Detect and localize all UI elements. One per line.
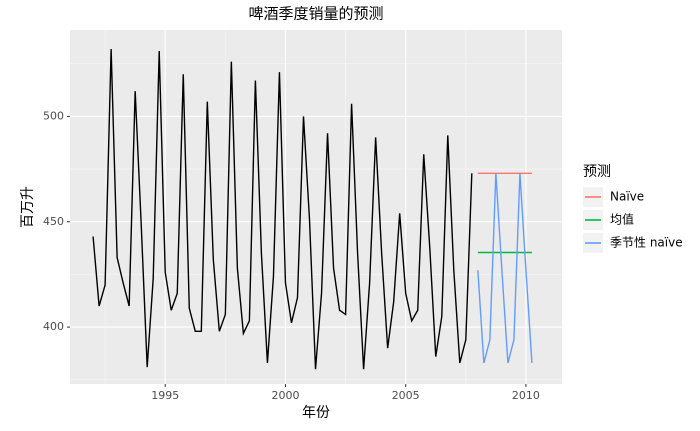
y-tick-label: 500: [43, 109, 64, 122]
chart-title: 啤酒季度销量的预测: [248, 5, 383, 23]
forecast-line: [477, 173, 533, 364]
legend-title: 预测: [583, 164, 611, 180]
x-tick-label: 1995: [151, 389, 179, 402]
legend-label: 均值: [610, 212, 634, 227]
x-tick-label: 2005: [392, 389, 420, 402]
x-axis-label: 年份: [302, 405, 330, 421]
y-tick-label: 400: [43, 320, 64, 333]
history-line: [92, 48, 473, 370]
x-tick-label: 2010: [512, 389, 540, 402]
y-tick-label: 450: [43, 215, 64, 228]
x-tick-label: 2000: [271, 389, 299, 402]
plot-background: [70, 30, 562, 384]
legend-label: Naïve: [610, 190, 644, 204]
legend-label: 季节性 naïve: [610, 236, 683, 250]
y-axis-label: 百万升: [20, 186, 36, 228]
